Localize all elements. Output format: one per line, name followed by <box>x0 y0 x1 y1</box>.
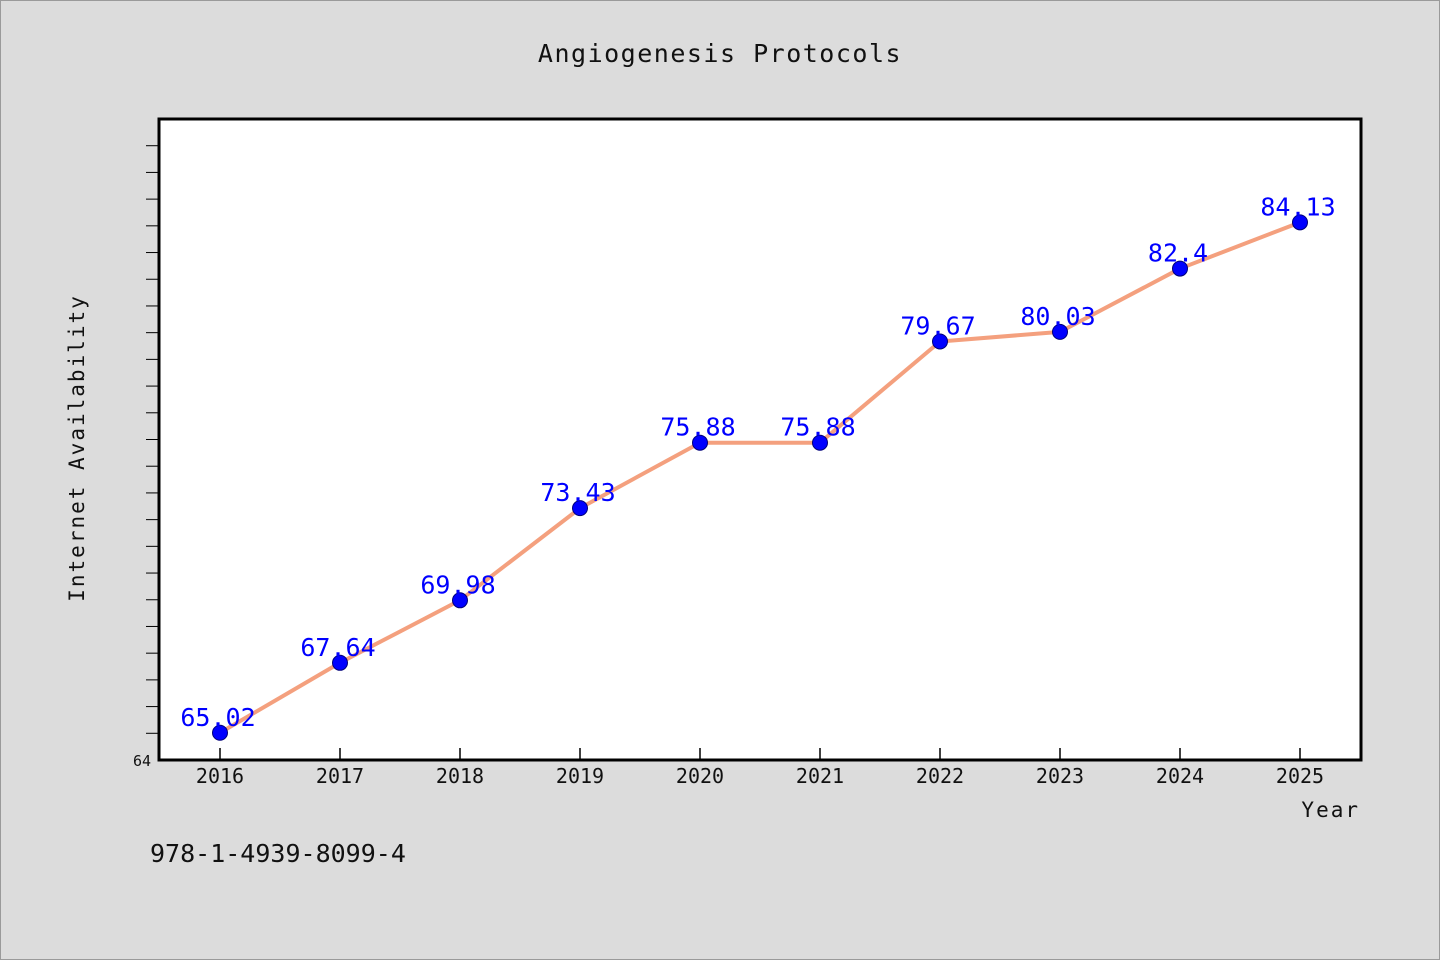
data-label: 84.13 <box>1260 192 1335 221</box>
data-label: 80.03 <box>1020 302 1095 331</box>
data-label: 65.02 <box>180 703 255 732</box>
chart-title: Angiogenesis Protocols <box>538 39 902 68</box>
x-tick-label: 2019 <box>556 764 604 788</box>
data-point <box>692 434 708 451</box>
x-tick-label: 2024 <box>1156 764 1204 788</box>
data-label: 82.4 <box>1148 239 1208 268</box>
series-markers <box>212 214 1308 741</box>
data-point <box>1052 323 1068 340</box>
data-point <box>332 654 348 671</box>
x-axis-ticks: 2016 2017 2018 2019 2020 2021 2022 2023 2024 2025 <box>196 748 1324 788</box>
footer-isbn: 978-1-4939-8099-4 <box>150 839 406 868</box>
data-point <box>932 333 948 350</box>
y-axis-ticks: 64 <box>133 145 159 770</box>
x-axis-label: Year <box>1301 798 1360 822</box>
x-tick-label: 2018 <box>436 764 484 788</box>
data-label: 73.43 <box>540 478 615 507</box>
data-point <box>452 592 468 609</box>
data-label: 67.64 <box>300 633 375 662</box>
y-tick-label: 64 <box>133 752 151 770</box>
data-labels: 65.02 67.64 69.98 73.43 75.88 75.88 79.67 80.03… <box>180 192 1335 731</box>
x-tick-label: 2017 <box>316 764 364 788</box>
data-point <box>1292 214 1308 231</box>
data-point <box>1172 260 1188 277</box>
data-point <box>212 724 228 741</box>
x-tick-label: 2020 <box>676 764 724 788</box>
data-point <box>572 500 588 517</box>
series-line <box>218 220 1301 735</box>
x-tick-label: 2016 <box>196 764 244 788</box>
data-label: 75.88 <box>660 413 735 442</box>
x-tick-label: 2021 <box>796 764 844 788</box>
x-tick-label: 2023 <box>1036 764 1084 788</box>
data-label: 69.98 <box>420 570 495 599</box>
x-tick-label: 2022 <box>916 764 964 788</box>
y-axis-label: Internet Availability <box>65 294 89 602</box>
data-point <box>812 434 828 451</box>
data-label: 79.67 <box>900 311 975 340</box>
x-tick-label: 2025 <box>1276 764 1324 788</box>
data-label: 75.88 <box>780 413 855 442</box>
